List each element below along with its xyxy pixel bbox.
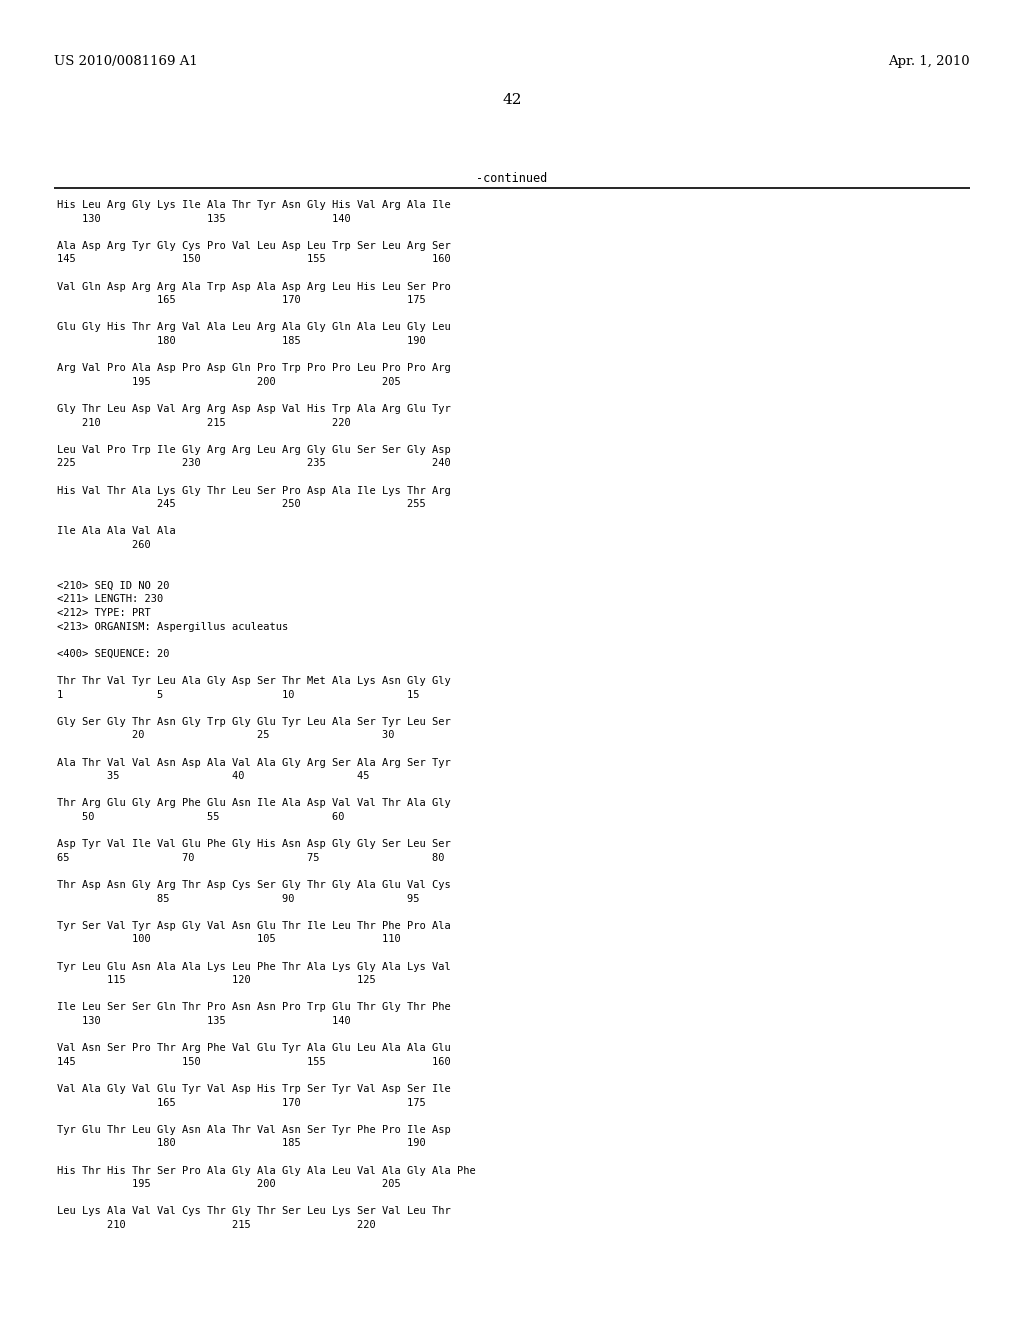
Text: <210> SEQ ID NO 20: <210> SEQ ID NO 20	[57, 581, 170, 591]
Text: Gly Ser Gly Thr Asn Gly Trp Gly Glu Tyr Leu Ala Ser Tyr Leu Ser: Gly Ser Gly Thr Asn Gly Trp Gly Glu Tyr …	[57, 717, 451, 727]
Text: 210                 215                 220: 210 215 220	[57, 417, 351, 428]
Text: US 2010/0081169 A1: US 2010/0081169 A1	[54, 55, 198, 69]
Text: 225                 230                 235                 240: 225 230 235 240	[57, 458, 451, 469]
Text: 65                  70                  75                  80: 65 70 75 80	[57, 853, 444, 863]
Text: Ile Leu Ser Ser Gln Thr Pro Asn Asn Pro Trp Glu Thr Gly Thr Phe: Ile Leu Ser Ser Gln Thr Pro Asn Asn Pro …	[57, 1002, 451, 1012]
Text: <400> SEQUENCE: 20: <400> SEQUENCE: 20	[57, 649, 170, 659]
Text: Tyr Ser Val Tyr Asp Gly Val Asn Glu Thr Ile Leu Thr Phe Pro Ala: Tyr Ser Val Tyr Asp Gly Val Asn Glu Thr …	[57, 921, 451, 931]
Text: 100                 105                 110: 100 105 110	[57, 935, 400, 944]
Text: 165                 170                 175: 165 170 175	[57, 296, 426, 305]
Text: 85                  90                  95: 85 90 95	[57, 894, 420, 904]
Text: 145                 150                 155                 160: 145 150 155 160	[57, 1057, 451, 1067]
Text: Apr. 1, 2010: Apr. 1, 2010	[889, 55, 970, 69]
Text: Val Asn Ser Pro Thr Arg Phe Val Glu Tyr Ala Glu Leu Ala Ala Glu: Val Asn Ser Pro Thr Arg Phe Val Glu Tyr …	[57, 1043, 451, 1053]
Text: 195                 200                 205: 195 200 205	[57, 376, 400, 387]
Text: Gly Thr Leu Asp Val Arg Arg Asp Asp Val His Trp Ala Arg Glu Tyr: Gly Thr Leu Asp Val Arg Arg Asp Asp Val …	[57, 404, 451, 414]
Text: 20                  25                  30: 20 25 30	[57, 730, 394, 741]
Text: Asp Tyr Val Ile Val Glu Phe Gly His Asn Asp Gly Gly Ser Leu Ser: Asp Tyr Val Ile Val Glu Phe Gly His Asn …	[57, 840, 451, 849]
Text: Val Ala Gly Val Glu Tyr Val Asp His Trp Ser Tyr Val Asp Ser Ile: Val Ala Gly Val Glu Tyr Val Asp His Trp …	[57, 1084, 451, 1094]
Text: 35                  40                  45: 35 40 45	[57, 771, 370, 781]
Text: 145                 150                 155                 160: 145 150 155 160	[57, 255, 451, 264]
Text: Val Gln Asp Arg Arg Ala Trp Asp Ala Asp Arg Leu His Leu Ser Pro: Val Gln Asp Arg Arg Ala Trp Asp Ala Asp …	[57, 281, 451, 292]
Text: 130                 135                 140: 130 135 140	[57, 1016, 351, 1026]
Text: 245                 250                 255: 245 250 255	[57, 499, 426, 510]
Text: Ala Thr Val Val Asn Asp Ala Val Ala Gly Arg Ser Ala Arg Ser Tyr: Ala Thr Val Val Asn Asp Ala Val Ala Gly …	[57, 758, 451, 768]
Text: 210                 215                 220: 210 215 220	[57, 1220, 376, 1230]
Text: <211> LENGTH: 230: <211> LENGTH: 230	[57, 594, 163, 605]
Text: Thr Asp Asn Gly Arg Thr Asp Cys Ser Gly Thr Gly Ala Glu Val Cys: Thr Asp Asn Gly Arg Thr Asp Cys Ser Gly …	[57, 880, 451, 890]
Text: <212> TYPE: PRT: <212> TYPE: PRT	[57, 609, 151, 618]
Text: Tyr Glu Thr Leu Gly Asn Ala Thr Val Asn Ser Tyr Phe Pro Ile Asp: Tyr Glu Thr Leu Gly Asn Ala Thr Val Asn …	[57, 1125, 451, 1135]
Text: Arg Val Pro Ala Asp Pro Asp Gln Pro Trp Pro Pro Leu Pro Pro Arg: Arg Val Pro Ala Asp Pro Asp Gln Pro Trp …	[57, 363, 451, 374]
Text: Ile Ala Ala Val Ala: Ile Ala Ala Val Ala	[57, 527, 176, 536]
Text: 180                 185                 190: 180 185 190	[57, 1138, 426, 1148]
Text: -continued: -continued	[476, 172, 548, 185]
Text: Tyr Leu Glu Asn Ala Ala Lys Leu Phe Thr Ala Lys Gly Ala Lys Val: Tyr Leu Glu Asn Ala Ala Lys Leu Phe Thr …	[57, 961, 451, 972]
Text: 50                  55                  60: 50 55 60	[57, 812, 344, 822]
Text: Ala Asp Arg Tyr Gly Cys Pro Val Leu Asp Leu Trp Ser Leu Arg Ser: Ala Asp Arg Tyr Gly Cys Pro Val Leu Asp …	[57, 240, 451, 251]
Text: 1               5                   10                  15: 1 5 10 15	[57, 689, 420, 700]
Text: 115                 120                 125: 115 120 125	[57, 975, 376, 985]
Text: His Leu Arg Gly Lys Ile Ala Thr Tyr Asn Gly His Val Arg Ala Ile: His Leu Arg Gly Lys Ile Ala Thr Tyr Asn …	[57, 201, 451, 210]
Text: 195                 200                 205: 195 200 205	[57, 1179, 400, 1189]
Text: 165                 170                 175: 165 170 175	[57, 1098, 426, 1107]
Text: 130                 135                 140: 130 135 140	[57, 214, 351, 223]
Text: 42: 42	[502, 92, 522, 107]
Text: <213> ORGANISM: Aspergillus aculeatus: <213> ORGANISM: Aspergillus aculeatus	[57, 622, 288, 631]
Text: Thr Thr Val Tyr Leu Ala Gly Asp Ser Thr Met Ala Lys Asn Gly Gly: Thr Thr Val Tyr Leu Ala Gly Asp Ser Thr …	[57, 676, 451, 686]
Text: 180                 185                 190: 180 185 190	[57, 337, 426, 346]
Text: Leu Val Pro Trp Ile Gly Arg Arg Leu Arg Gly Glu Ser Ser Gly Asp: Leu Val Pro Trp Ile Gly Arg Arg Leu Arg …	[57, 445, 451, 455]
Text: Leu Lys Ala Val Val Cys Thr Gly Thr Ser Leu Lys Ser Val Leu Thr: Leu Lys Ala Val Val Cys Thr Gly Thr Ser …	[57, 1206, 451, 1217]
Text: 260: 260	[57, 540, 151, 550]
Text: His Val Thr Ala Lys Gly Thr Leu Ser Pro Asp Ala Ile Lys Thr Arg: His Val Thr Ala Lys Gly Thr Leu Ser Pro …	[57, 486, 451, 495]
Text: His Thr His Thr Ser Pro Ala Gly Ala Gly Ala Leu Val Ala Gly Ala Phe: His Thr His Thr Ser Pro Ala Gly Ala Gly …	[57, 1166, 476, 1176]
Text: Thr Arg Glu Gly Arg Phe Glu Asn Ile Ala Asp Val Val Thr Ala Gly: Thr Arg Glu Gly Arg Phe Glu Asn Ile Ala …	[57, 799, 451, 808]
Text: Glu Gly His Thr Arg Val Ala Leu Arg Ala Gly Gln Ala Leu Gly Leu: Glu Gly His Thr Arg Val Ala Leu Arg Ala …	[57, 322, 451, 333]
